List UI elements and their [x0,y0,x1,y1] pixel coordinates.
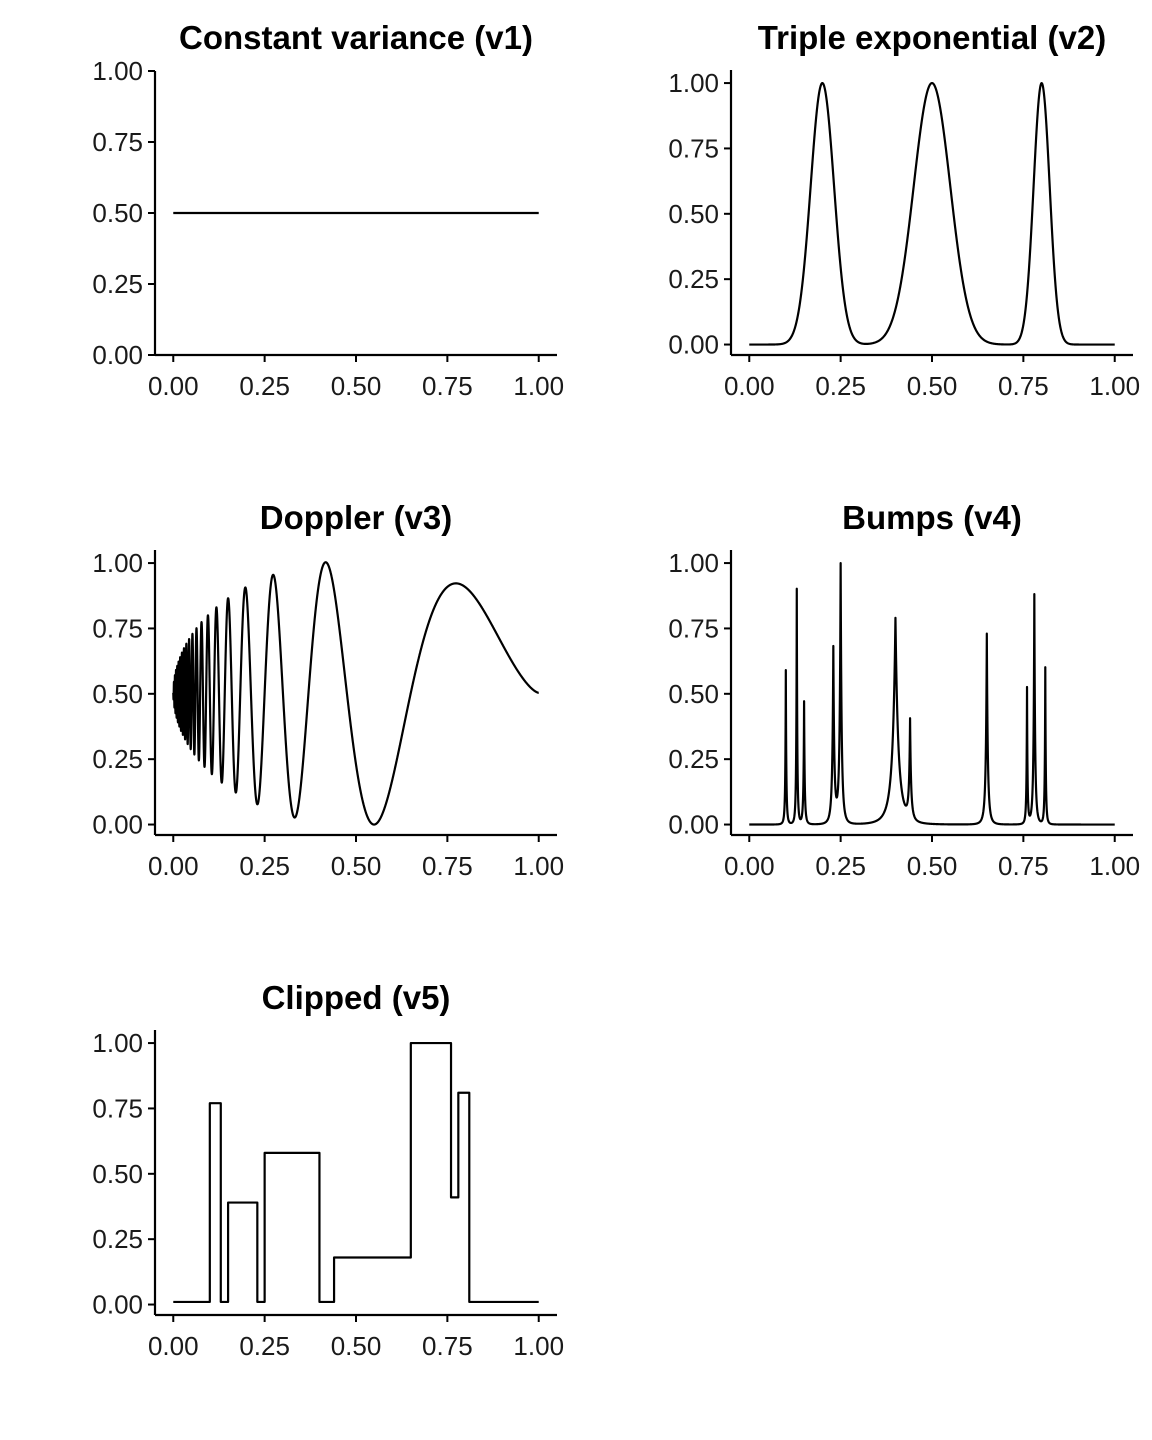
x-tick-label: 0.50 [331,851,382,881]
y-tick-label: 0.25 [668,744,719,774]
y-tick-label: 0.00 [92,1290,143,1320]
x-tick-label: 0.75 [998,371,1049,401]
x-tick-label: 0.00 [148,371,199,401]
panel-5: Clipped (v5) 0.00 0.25 0.50 0.75 1.00 0.00 0.25… [92,979,564,1361]
x-tick-label: 0.75 [422,371,473,401]
x-tick-label: 1.00 [513,1331,564,1361]
x-tick-label: 0.25 [815,371,866,401]
y-tick-label: 0.25 [668,264,719,294]
panel-title: Triple exponential (v2) [758,19,1106,56]
y-tick-label: 1.00 [668,68,719,98]
y-tick-label: 0.00 [668,330,719,360]
y-tick-label: 1.00 [92,548,143,578]
y-tick-label: 0.75 [92,613,143,643]
x-tick-label: 0.50 [907,851,958,881]
y-tick-label: 0.25 [92,269,143,299]
panel-title: Constant variance (v1) [179,19,533,56]
y-tick-label: 0.50 [668,679,719,709]
panel-title: Doppler (v3) [260,499,453,536]
y-tick-label: 0.25 [92,744,143,774]
x-tick-label: 1.00 [1089,371,1140,401]
y-tick-label: 0.75 [92,1093,143,1123]
x-tick-label: 0.75 [422,1331,473,1361]
y-tick-label: 0.50 [92,1159,143,1189]
x-tick-label: 0.75 [422,851,473,881]
panel-4: Bumps (v4) 0.00 0.25 0.50 0.75 1.00 0.00 0.25 0.… [668,499,1140,881]
panel-title: Clipped (v5) [262,979,451,1016]
y-tick-label: 0.25 [92,1224,143,1254]
x-tick-label: 1.00 [513,371,564,401]
y-tick-label: 0.50 [92,198,143,228]
x-tick-label: 0.50 [331,371,382,401]
x-tick-label: 0.00 [724,851,775,881]
y-tick-label: 0.75 [668,133,719,163]
y-tick-label: 0.50 [92,679,143,709]
x-tick-label: 0.25 [239,371,290,401]
x-tick-label: 0.25 [815,851,866,881]
panel-title: Bumps (v4) [842,499,1022,536]
x-tick-label: 0.00 [148,1331,199,1361]
x-tick-label: 1.00 [513,851,564,881]
panel-1: Constant variance (v1) 0.00 0.25 0.50 0.75 1.… [92,19,564,401]
x-tick-label: 0.50 [331,1331,382,1361]
series-line [748,81,1116,346]
y-tick-label: 0.75 [668,613,719,643]
series-line [748,561,1116,826]
x-tick-label: 0.00 [148,851,199,881]
panel-2: Triple exponential (v2) 0.00 0.25 0.50 0.75 1… [668,19,1140,401]
series-line [173,1041,539,1304]
y-tick-label: 0.00 [668,810,719,840]
y-tick-label: 1.00 [668,548,719,578]
y-tick-label: 1.00 [92,56,143,86]
panel-3: Doppler (v3) 0.00 0.25 0.50 0.75 1.00 0.00 0.25… [92,499,564,881]
x-tick-label: 0.25 [239,851,290,881]
y-tick-label: 0.00 [92,810,143,840]
y-tick-label: 1.00 [92,1028,143,1058]
x-tick-label: 1.00 [1089,851,1140,881]
x-tick-label: 0.75 [998,851,1049,881]
x-tick-label: 0.50 [907,371,958,401]
y-tick-label: 0.00 [92,340,143,370]
series-line [172,561,540,826]
y-tick-label: 0.50 [668,199,719,229]
y-tick-label: 0.75 [92,127,143,157]
x-tick-label: 0.25 [239,1331,290,1361]
x-tick-label: 0.00 [724,371,775,401]
